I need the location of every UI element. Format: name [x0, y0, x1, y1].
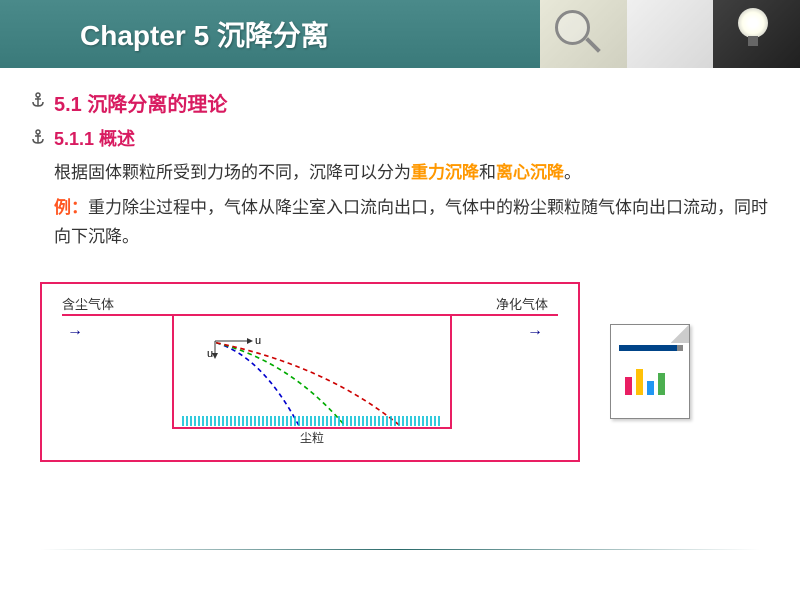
dust-label: 尘粒: [300, 429, 324, 446]
para2-text: 重力除尘过程中，气体从降尘室入口流向出口，气体中的粉尘颗粒随气体向出口流动，同时…: [54, 198, 768, 246]
slide-content: 5.1 沉降分离的理论 5.1.1 概述 根据固体颗粒所受到力场的不同，沉降可以…: [0, 68, 800, 482]
settled-particles: [182, 416, 442, 426]
chart-icon: [625, 365, 665, 395]
lightbulb-image: [713, 0, 800, 68]
anchor-icon: [30, 129, 46, 145]
outlet-label: 净化气体: [496, 294, 548, 313]
highlight-gravity: 重力沉降: [411, 163, 479, 182]
para1-mid: 和: [479, 163, 496, 182]
paragraph-2: 例：重力除尘过程中，气体从降尘室入口流向出口，气体中的粉尘颗粒随气体向出口流动，…: [54, 194, 770, 252]
flow-arrow-out: →: [527, 322, 543, 340]
example-label: 例：: [54, 198, 88, 217]
heading-1-text: 5.1 沉降分离的理论: [54, 88, 227, 117]
footer-divider: [40, 549, 760, 550]
clock-image: [627, 0, 714, 68]
embedded-file-icon[interactable]: [610, 324, 690, 419]
header-decorative-images: [540, 0, 800, 68]
paragraph-1: 根据固体颗粒所受到力场的不同，沉降可以分为重力沉降和离心沉降。: [54, 159, 770, 188]
inlet-label: 含尘气体: [62, 294, 114, 313]
para1-post: 。: [564, 163, 581, 182]
section-heading-2: 5.1.1 概述: [30, 125, 770, 151]
highlight-centrifugal: 离心沉降: [496, 163, 564, 182]
chapter-title: Chapter 5 沉降分离: [80, 14, 329, 54]
slide-header: Chapter 5 沉降分离: [0, 0, 800, 68]
magnifier-image: [540, 0, 627, 68]
section-heading-1: 5.1 沉降分离的理论: [30, 88, 770, 117]
anchor-icon: [30, 92, 46, 108]
chamber-walls: uu 尘粒: [172, 314, 452, 444]
settling-chamber-diagram: 含尘气体 净化气体 → → uu: [40, 282, 580, 462]
heading-2-text: 5.1.1 概述: [54, 125, 135, 151]
diagram-area: 含尘气体 净化气体 → → uu: [30, 282, 770, 462]
flow-arrow-in: →: [67, 322, 83, 340]
para1-pre: 根据固体颗粒所受到力场的不同，沉降可以分为: [54, 163, 411, 182]
